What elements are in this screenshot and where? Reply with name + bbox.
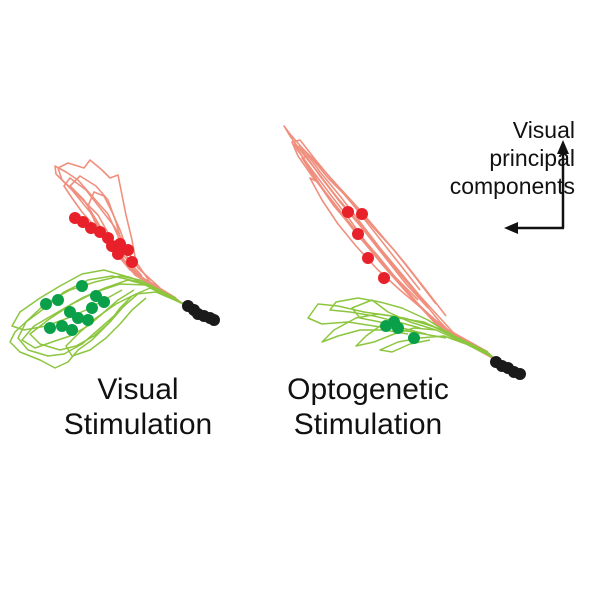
visual-green-trace bbox=[65, 291, 185, 357]
optogenetic-green-trace bbox=[329, 297, 491, 355]
visual-red-dot bbox=[112, 248, 124, 260]
optogenetic-stimulation-label: Optogenetic Stimulation bbox=[278, 372, 458, 443]
optogenetic-label-line2: Stimulation bbox=[293, 408, 443, 442]
visual-black-dots bbox=[182, 300, 220, 326]
optogenetic-red-dot bbox=[352, 228, 364, 240]
visual-green-dot bbox=[72, 312, 84, 324]
visual-green-dot bbox=[40, 298, 52, 310]
optogenetic-red-dots bbox=[342, 206, 390, 284]
optogenetic-red-dot bbox=[378, 272, 390, 284]
optogenetic-red-trace bbox=[309, 177, 496, 360]
optogenetic-black-dot bbox=[514, 368, 526, 380]
optogenetic-red-dot bbox=[342, 206, 354, 218]
optogenetic-green-trace bbox=[379, 335, 495, 359]
optogenetic-green-dot bbox=[408, 332, 420, 344]
axis-label-line1: Visual bbox=[512, 117, 575, 143]
axis-label-line3: components bbox=[449, 173, 575, 200]
vertical-arrow-head bbox=[557, 140, 569, 154]
visual-red-dot bbox=[122, 244, 134, 256]
axis-label-line2: principal bbox=[489, 145, 575, 172]
visual-green-trace bbox=[11, 269, 177, 331]
visual-green-dot bbox=[56, 320, 68, 332]
optogenetic-label-line1: Optogenetic bbox=[287, 373, 449, 406]
visual-red-dot bbox=[126, 256, 138, 268]
visual-red-dot bbox=[85, 222, 97, 234]
visual-stimulation-label: Visual Stimulation bbox=[58, 372, 218, 443]
visual-stimulation-panel bbox=[9, 159, 220, 369]
visual-green-dot bbox=[86, 302, 98, 314]
visual-green-dot bbox=[82, 314, 94, 326]
principal-components-label: Visual principal components bbox=[420, 116, 575, 200]
optogenetic-stimulation-panel bbox=[283, 125, 526, 380]
optogenetic-red-trajectories bbox=[283, 125, 497, 361]
corner-arrows-icon bbox=[504, 140, 569, 234]
visual-green-dot bbox=[52, 294, 64, 306]
visual-green-trace bbox=[29, 283, 181, 351]
optogenetic-black-dots bbox=[490, 356, 526, 380]
visual-green-dot bbox=[44, 322, 56, 334]
optogenetic-red-trace bbox=[283, 125, 497, 361]
optogenetic-green-dot bbox=[392, 322, 404, 334]
visual-green-dot bbox=[76, 280, 88, 292]
visual-green-trace bbox=[17, 275, 179, 357]
visual-label-line2: Stimulation bbox=[63, 408, 213, 442]
visual-green-dots bbox=[40, 280, 110, 336]
optogenetic-red-dot bbox=[362, 252, 374, 264]
visual-red-dots bbox=[69, 212, 138, 268]
visual-label-line1: Visual bbox=[97, 373, 179, 406]
optogenetic-red-dot bbox=[356, 208, 368, 220]
horizontal-arrow-head bbox=[504, 222, 518, 234]
visual-green-dot bbox=[98, 296, 110, 308]
visual-green-dot bbox=[66, 324, 78, 336]
optogenetic-red-trace bbox=[301, 155, 491, 355]
visual-green-trace bbox=[21, 279, 183, 349]
optogenetic-green-dots bbox=[380, 316, 420, 344]
visual-black-dot bbox=[208, 314, 220, 326]
visual-green-trajectories bbox=[9, 269, 186, 369]
